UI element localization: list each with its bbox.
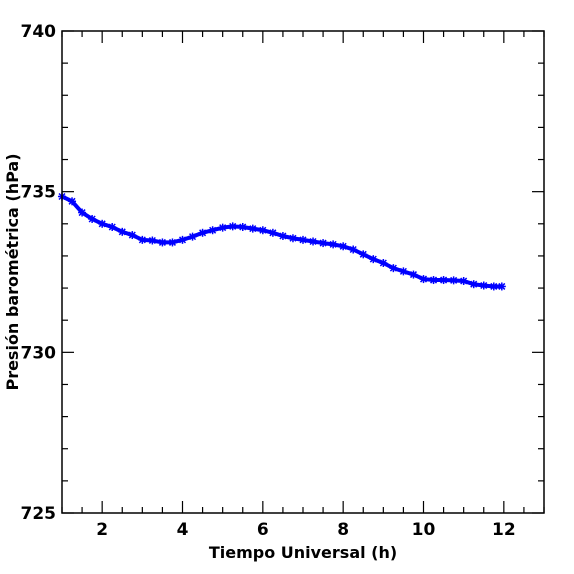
data-point [497,282,506,291]
data-point [379,259,388,268]
data-point [369,255,378,264]
x-tick-label: 12 [492,520,516,540]
data-point [429,276,438,285]
data-point [78,208,87,217]
y-tick-label: 725 [21,504,57,524]
x-tick-label: 6 [257,520,269,540]
x-tick-label: 10 [412,520,436,540]
data-point [399,267,408,276]
data-point [178,235,187,244]
data-point [128,231,137,240]
y-axis-title: Presión barométrica (hPa) [3,153,22,390]
data-point [158,238,167,247]
data-point [138,235,147,244]
data-point [349,245,358,254]
data-point [208,226,217,235]
tick-labels: 2 4 6 8 10 12 725 730 735 740 [21,22,516,540]
data-point [409,270,418,279]
data-point [88,214,97,223]
y-tick-label: 730 [21,343,57,363]
data-point [258,226,267,235]
x-tick-label: 8 [337,520,349,540]
data-point [278,232,287,241]
data-point [479,281,488,290]
plot-frame [61,30,545,514]
y-tick-label: 740 [21,22,57,42]
data-point [168,238,177,247]
data-point [319,239,328,248]
data-point [489,282,498,291]
data-point [118,227,127,236]
data-point [248,224,257,233]
data-point [329,240,338,249]
data-point [439,276,448,285]
data-point [309,237,318,246]
data-point [68,197,77,206]
data-point [459,276,468,285]
data-point [108,223,117,232]
data-point [389,264,398,273]
data-point [469,280,478,289]
data-point [339,242,348,251]
data-point [288,234,297,243]
data-point [198,228,207,237]
series-line [61,194,502,289]
ticks-layer [61,30,545,514]
x-tick-label: 2 [96,520,108,540]
y-tick-label: 735 [21,183,57,203]
data-point [268,228,277,237]
x-tick-label: 4 [177,520,189,540]
data-point [359,250,368,259]
series-layer [58,192,506,291]
data-point [188,232,197,241]
data-point [98,219,107,228]
data-point [228,222,237,231]
data-point [218,223,227,232]
data-point [299,235,307,244]
data-point [419,275,428,284]
data-point [148,236,157,245]
data-point [449,276,458,285]
x-axis-title: Tiempo Universal (h) [209,543,397,562]
data-point [238,223,247,232]
